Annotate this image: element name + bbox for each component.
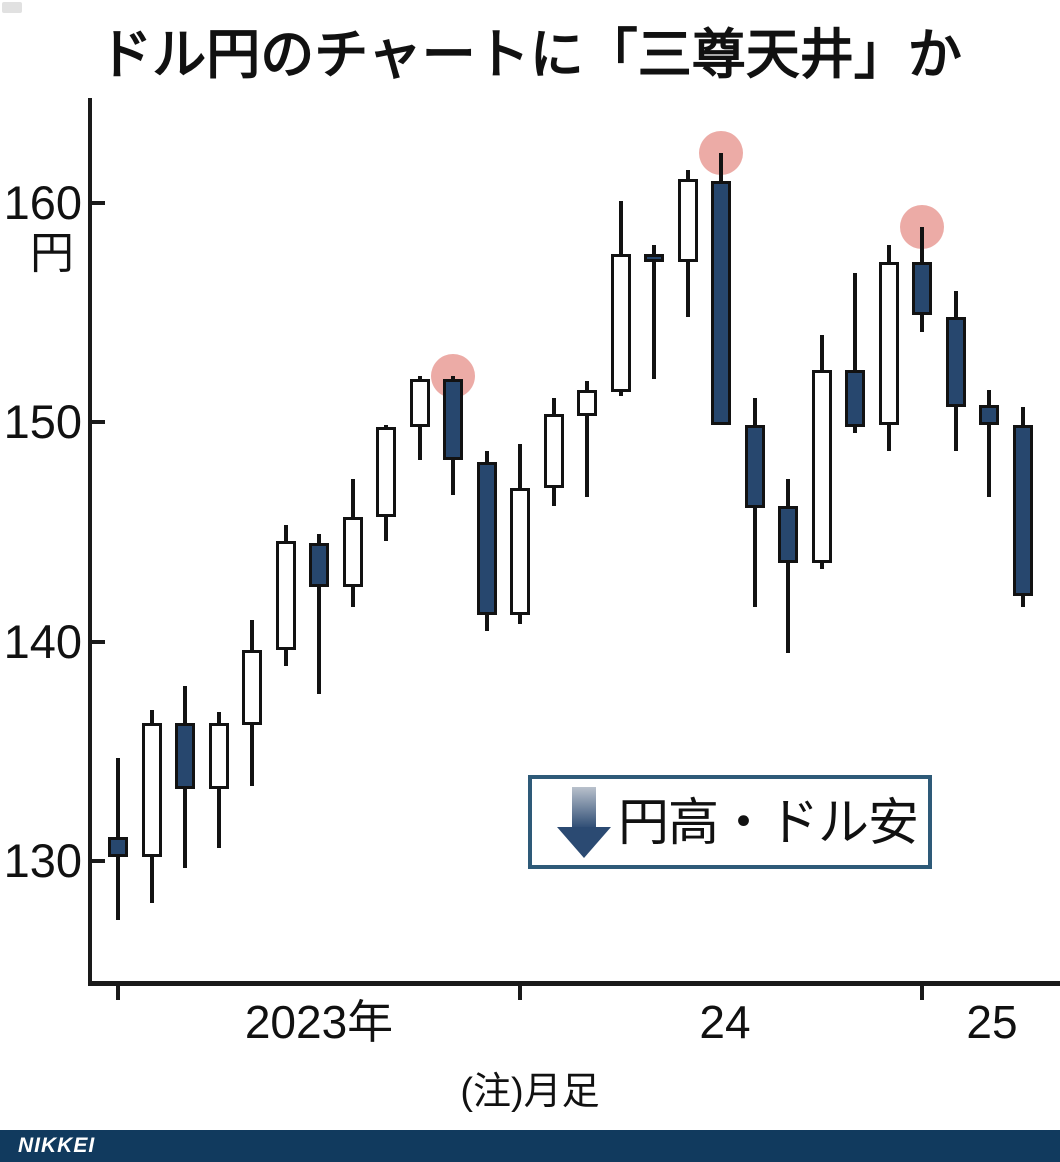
candle-body: [845, 369, 865, 427]
candle-body: [409, 378, 430, 427]
chart-title: ドル円のチャートに「三尊天井」か: [98, 25, 962, 85]
candle-body: [543, 413, 564, 489]
candle-body: [141, 722, 162, 857]
candle-body: [208, 722, 229, 789]
candle-wick: [652, 244, 656, 379]
candle-body: [979, 404, 999, 425]
candle-body: [476, 461, 497, 616]
candle-body: [108, 836, 128, 857]
y-tick: [92, 201, 105, 206]
candle-body: [175, 722, 195, 789]
x-tick: [920, 986, 924, 1000]
candle-body: [711, 181, 731, 425]
candle-body: [1012, 424, 1033, 596]
candle-body: [577, 389, 597, 416]
candle-body: [242, 650, 262, 726]
candle-body: [744, 424, 765, 508]
candle-body: [275, 540, 296, 651]
x-tick-label: 2023年: [244, 996, 394, 1048]
candle-wick: [585, 380, 589, 497]
legend-box: 円高・ドル安: [528, 775, 932, 869]
nikkei-logo: NIKKEI: [18, 1134, 96, 1157]
y-tick-label: 140: [3, 614, 82, 668]
candle-body: [309, 543, 329, 587]
down-arrow-icon: [557, 787, 611, 858]
footnote: (注)月足: [460, 1071, 600, 1113]
candle-body: [610, 253, 631, 392]
y-tick: [92, 420, 105, 425]
candle-body: [778, 505, 798, 563]
candle-body: [878, 262, 899, 425]
y-axis-unit-label: 円: [30, 229, 74, 279]
candle-body: [510, 488, 530, 616]
x-axis-line: [88, 981, 1060, 986]
candle-body: [644, 253, 664, 263]
y-tick: [92, 859, 105, 863]
y-tick-label: 160: [3, 176, 82, 230]
candle-wick: [987, 389, 991, 497]
candle-wick: [317, 534, 321, 695]
y-tick: [92, 639, 105, 644]
footer-bar: [0, 1130, 1060, 1162]
scan-artifact: [2, 2, 22, 13]
x-tick: [518, 986, 522, 1000]
x-tick-label: 24: [699, 996, 751, 1048]
candle-wick: [853, 273, 857, 434]
y-tick-label: 150: [3, 395, 82, 449]
y-axis-line: [88, 98, 92, 985]
legend-label: 円高・ドル安: [618, 793, 919, 851]
candle-body: [443, 378, 463, 460]
x-tick: [116, 986, 120, 1000]
candle-body: [376, 426, 396, 517]
candle-body: [912, 262, 932, 315]
x-tick-label: 25: [966, 996, 1018, 1048]
candle-body: [677, 178, 698, 263]
candle-body: [945, 317, 966, 408]
y-tick-label: 130: [3, 834, 82, 887]
candle-body: [811, 369, 832, 563]
candle-body: [342, 516, 363, 587]
candle-wick: [786, 479, 790, 653]
